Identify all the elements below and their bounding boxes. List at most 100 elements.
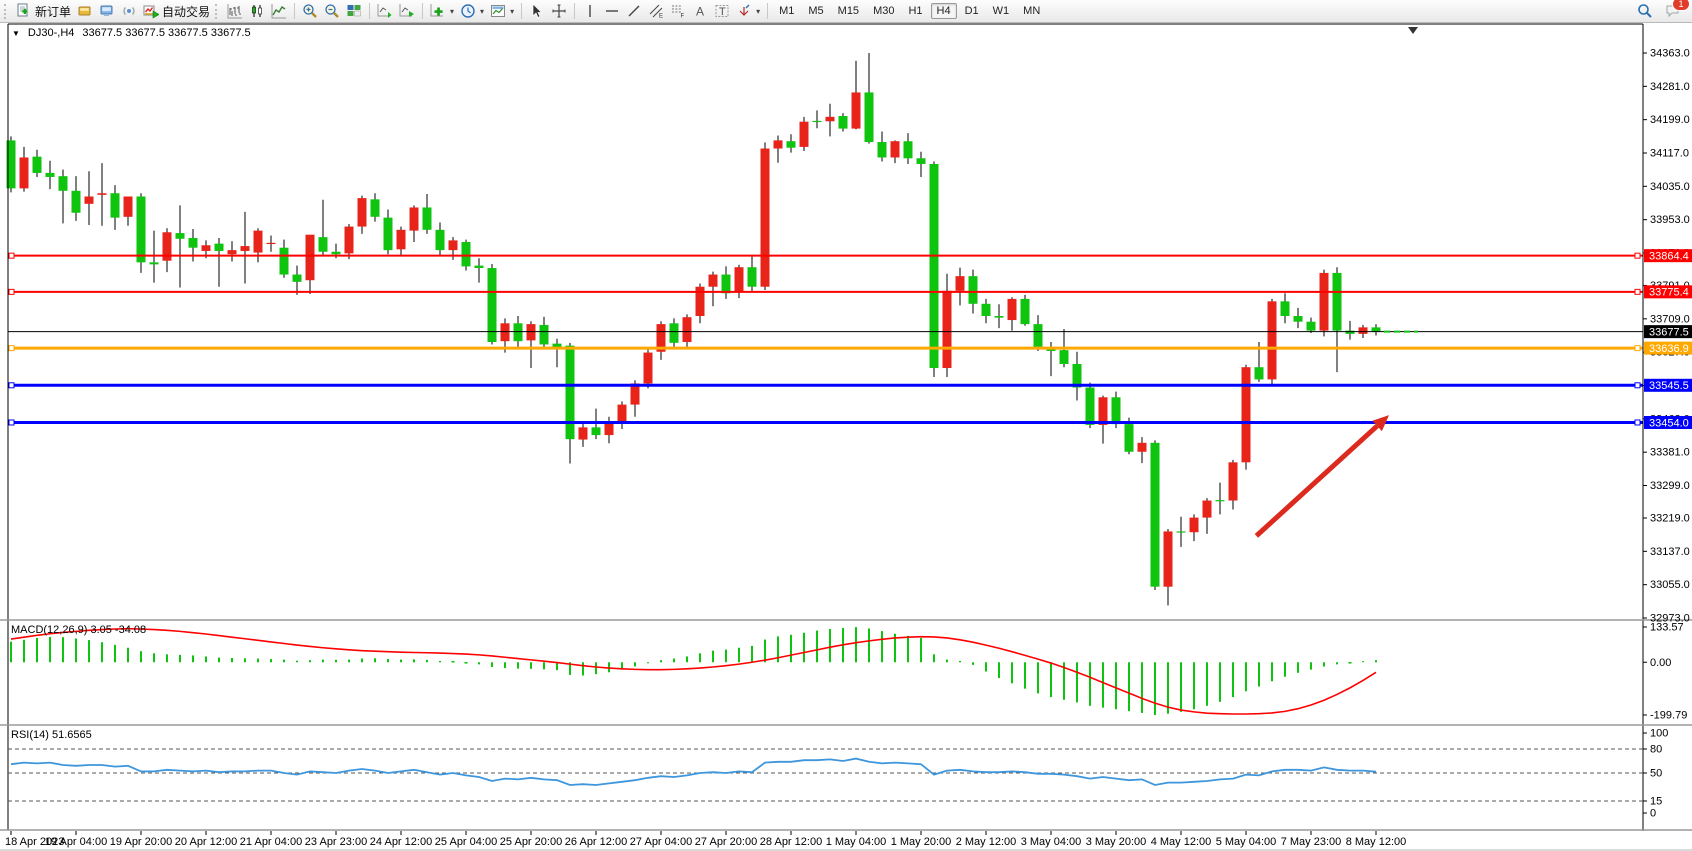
line-handle[interactable] [1634, 288, 1641, 295]
candle [838, 116, 848, 129]
macd-bar [1024, 662, 1026, 689]
zoom-out-icon [325, 4, 339, 18]
line-handle[interactable] [8, 419, 15, 426]
timeframe-m30[interactable]: M30 [867, 3, 900, 19]
horizontal-line-button[interactable] [601, 2, 623, 20]
text-label-button[interactable]: T [711, 2, 733, 20]
timeframe-mn[interactable]: MN [1017, 3, 1046, 19]
line-handle[interactable] [1634, 419, 1641, 426]
timeframe-m15[interactable]: M15 [832, 3, 865, 19]
virtual-server-button[interactable] [96, 2, 118, 20]
macd-bar [491, 662, 493, 668]
macd-bar [751, 645, 753, 663]
candle [1371, 327, 1381, 332]
timeframe-h4[interactable]: H4 [930, 3, 957, 19]
candle [786, 141, 796, 148]
macd-bar [1089, 662, 1091, 706]
chart-canvas[interactable]: 34363.0 34281.0 34199.0 34117.0 34035.0 33953… [0, 23, 1692, 851]
candle [318, 237, 328, 252]
line-price-label: 33775.4 [1649, 287, 1689, 299]
macd-bar [1362, 661, 1364, 663]
line-price-label: 33454.0 [1649, 417, 1689, 429]
virtual-server-icon [100, 5, 113, 16]
trendline-button[interactable] [623, 2, 645, 20]
candle [929, 163, 939, 369]
candle [1358, 327, 1368, 334]
chart-shift-button[interactable] [396, 2, 418, 20]
notification-badge: 1 [1672, 0, 1690, 11]
chart-shift-marker[interactable] [1408, 27, 1418, 34]
rsi-line [10, 757, 1377, 786]
macd-bar [1206, 662, 1208, 706]
fibonacci-button[interactable]: F [667, 2, 689, 20]
candle [760, 148, 770, 287]
autotrading-button[interactable]: 自动交易 [140, 2, 213, 21]
line-price-label-box [1644, 415, 1692, 429]
notifications-button[interactable]: 1 [1662, 0, 1690, 20]
macd-bar [829, 628, 831, 663]
candle [981, 303, 991, 316]
vertical-line-button[interactable] [579, 2, 601, 20]
tile-windows-button[interactable] [343, 2, 365, 20]
dropdown-caret[interactable]: ▾ [450, 6, 455, 16]
candle [877, 142, 887, 158]
bar-chart-button[interactable] [224, 2, 246, 20]
annotation-arrow[interactable] [1254, 424, 1379, 538]
timeframe-h1[interactable]: H1 [902, 3, 928, 19]
line-handle[interactable] [8, 288, 15, 295]
periods-button[interactable]: ▾ [457, 2, 487, 20]
macd-bar [569, 662, 571, 675]
crosshair-button[interactable] [548, 2, 570, 20]
line-handle[interactable] [1634, 252, 1641, 259]
dropdown-caret[interactable]: ▾ [756, 6, 761, 16]
zoom-out-button[interactable] [321, 2, 343, 20]
candle [903, 141, 913, 159]
macd-bar [296, 660, 298, 663]
rsi-axis-label: 80 [1650, 744, 1662, 756]
candle [1189, 517, 1199, 533]
rsi-axis-label: 15 [1650, 796, 1662, 808]
line-handle[interactable] [8, 345, 15, 352]
line-handle[interactable] [1634, 382, 1641, 389]
auto-scroll-button[interactable] [374, 2, 396, 20]
line-handle[interactable] [1634, 345, 1641, 352]
cursor-button[interactable] [526, 2, 548, 20]
chart-title-bar[interactable]: ▼ DJ30-,H4 33677.5 33677.5 33677.5 33677… [12, 27, 251, 39]
timeframe-d1[interactable]: D1 [959, 3, 985, 19]
arrows-button[interactable]: ▾ [733, 2, 763, 20]
candle [578, 427, 588, 440]
chart-background [0, 23, 1692, 851]
zoom-in-button[interactable] [299, 2, 321, 20]
equidistant-channel-button[interactable]: E [645, 2, 667, 20]
macd-bar [1076, 662, 1078, 703]
macd-bar [972, 662, 974, 665]
indicators-button[interactable]: ▾ [427, 2, 457, 20]
candle [1280, 301, 1290, 316]
candle [6, 140, 16, 189]
line-handle[interactable] [8, 252, 15, 259]
dropdown-caret[interactable]: ▾ [480, 6, 485, 16]
timeframe-m1[interactable]: M1 [773, 3, 800, 19]
dropdown-caret[interactable]: ▾ [510, 6, 515, 16]
new-order-button[interactable]: 新订单 [13, 2, 74, 21]
candlestick-chart-button[interactable] [246, 2, 268, 20]
search-button[interactable] [1634, 2, 1656, 20]
signals-button[interactable] [118, 2, 140, 20]
macd-bar [894, 633, 896, 663]
macd-bar [400, 659, 402, 663]
chart-dropdown-icon[interactable]: ▼ [12, 28, 20, 38]
candle [175, 233, 185, 239]
metaeditor-button[interactable] [74, 2, 96, 20]
line-handle[interactable] [8, 382, 15, 389]
line-chart-button[interactable] [268, 2, 290, 20]
text-button[interactable]: A [689, 2, 711, 20]
candlestick-chart-icon [252, 5, 262, 17]
timeframe-m5[interactable]: M5 [802, 3, 829, 19]
timeframe-w1[interactable]: W1 [987, 3, 1016, 19]
candle [357, 198, 367, 227]
candle [864, 92, 874, 143]
templates-button[interactable]: ▾ [487, 2, 517, 20]
time-tick-label: 2 May 12:00 [956, 836, 1017, 848]
